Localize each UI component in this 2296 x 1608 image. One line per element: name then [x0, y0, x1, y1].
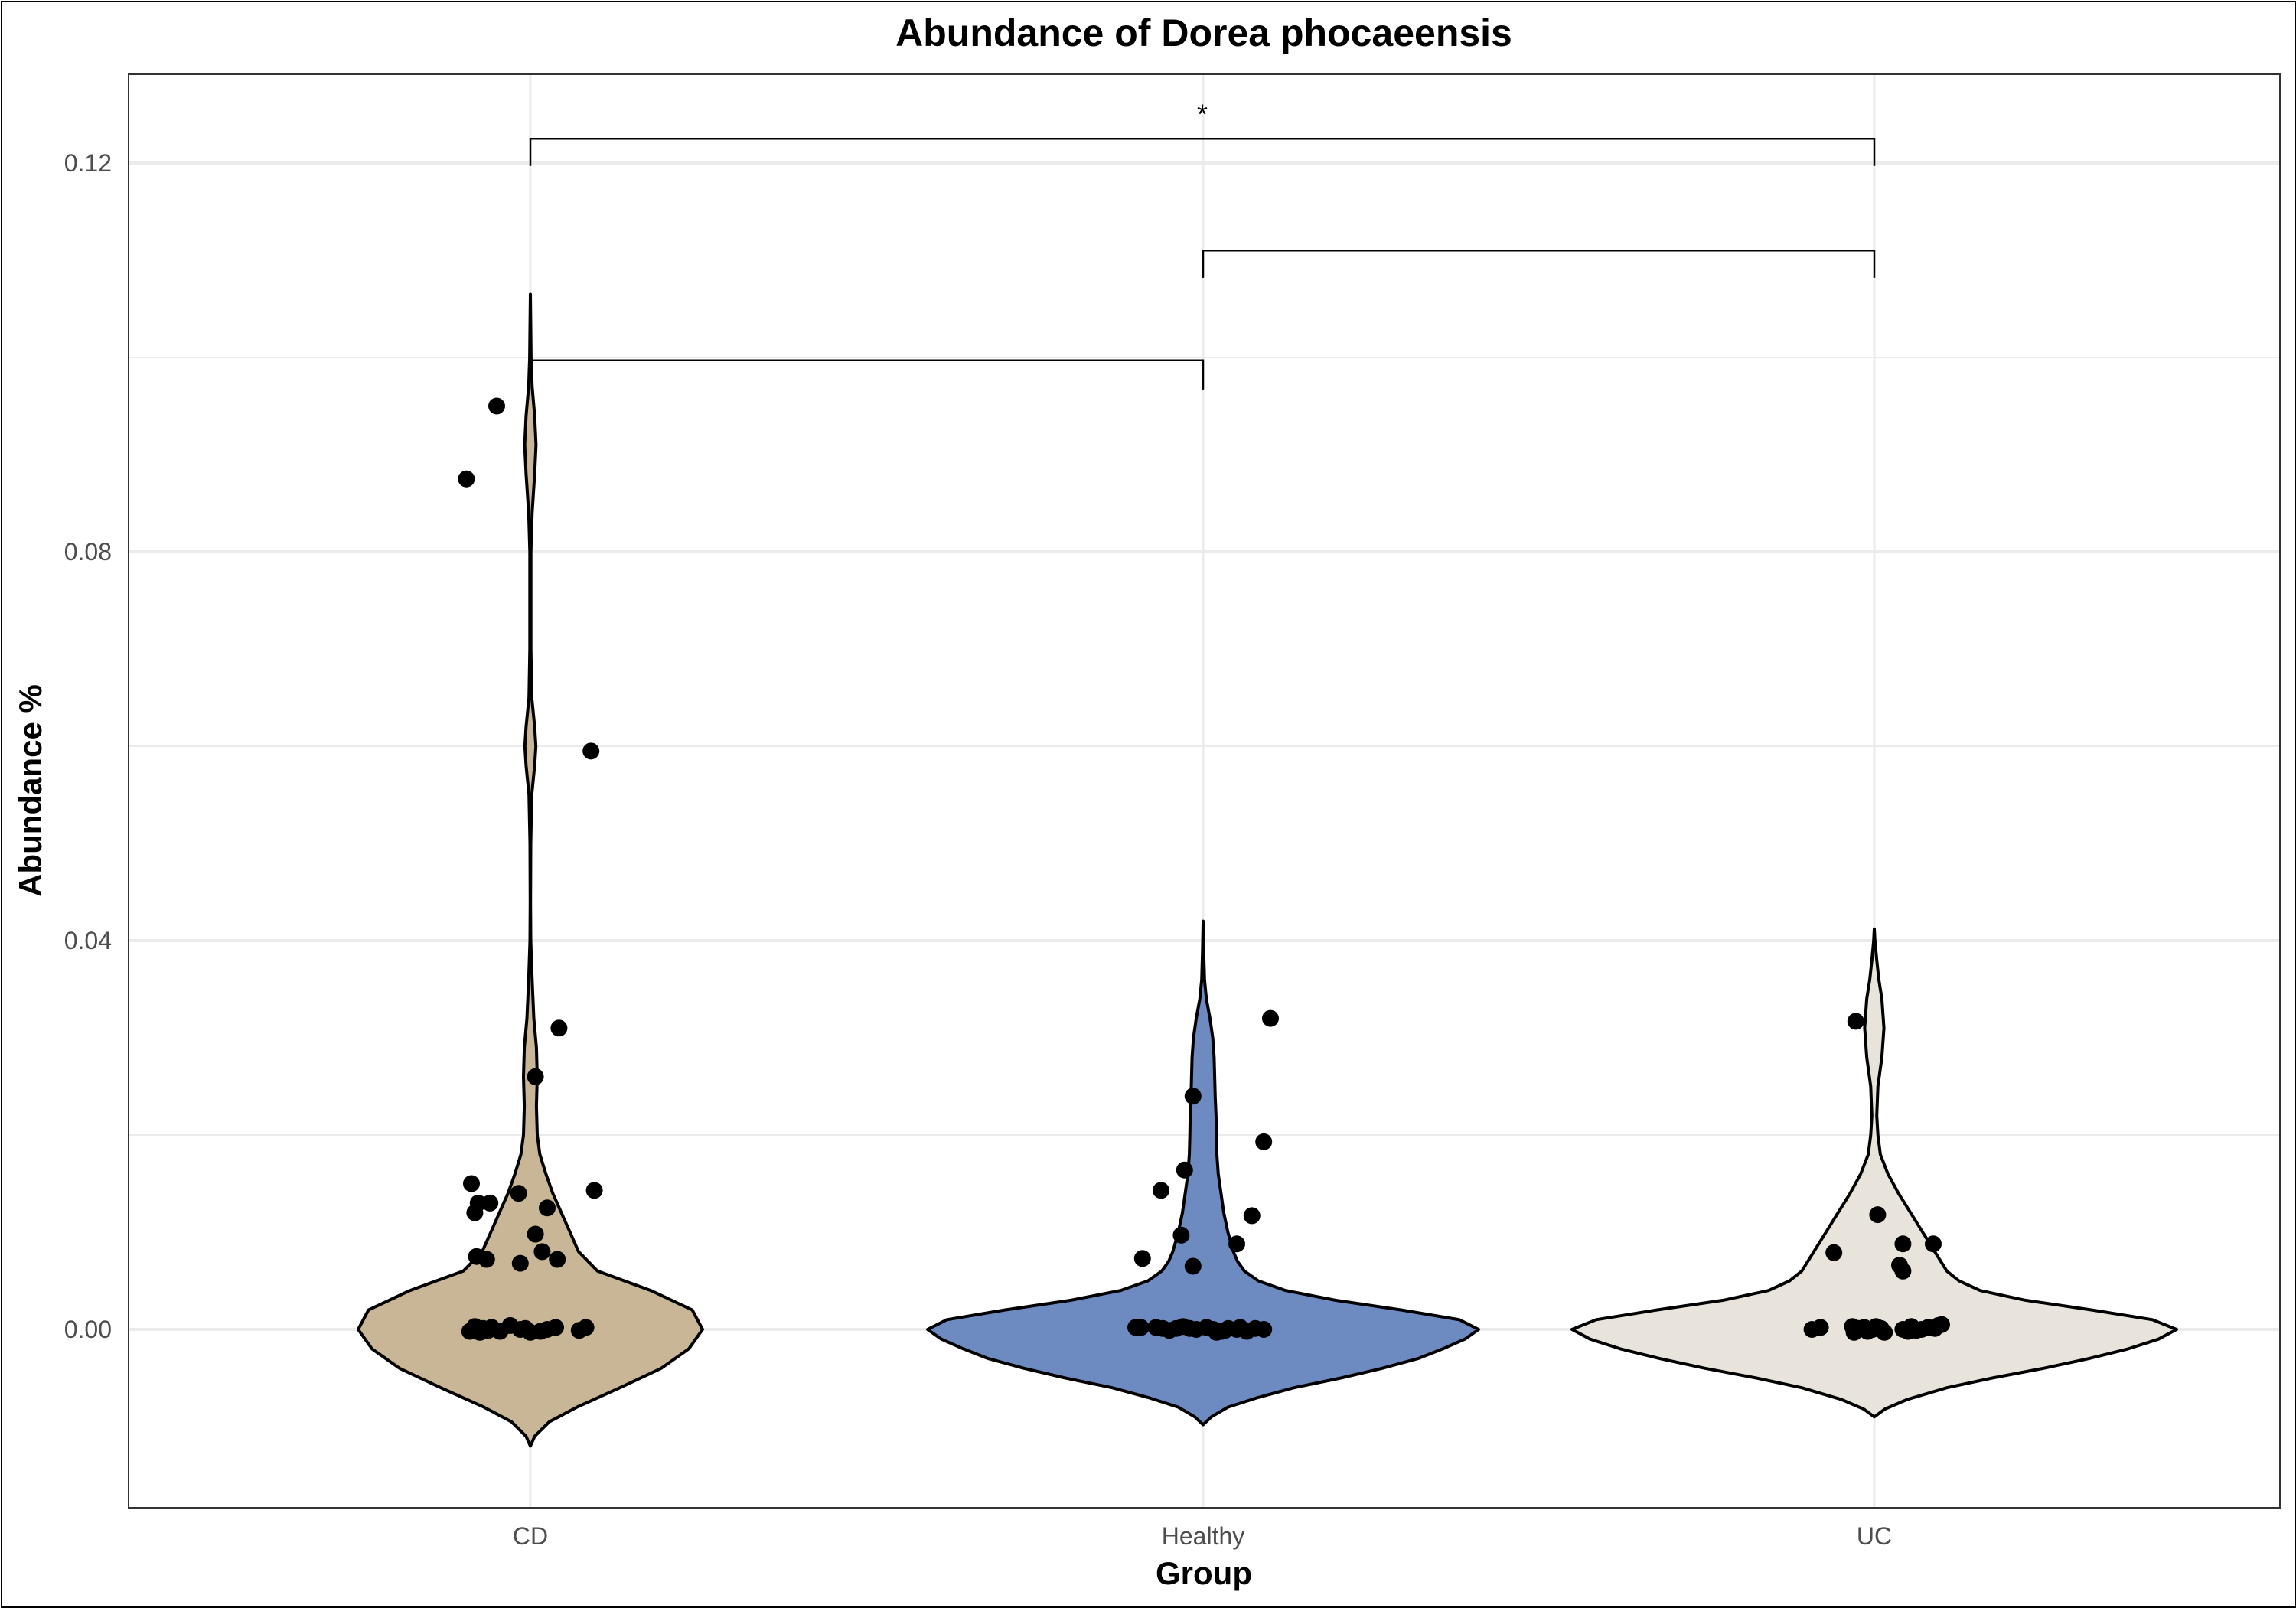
x-axis-title: Group	[1156, 1555, 1252, 1591]
x-tick-labels: CD Healthy UC	[513, 1522, 1892, 1550]
violin-cd	[357, 292, 704, 1448]
data-point-healthy	[1255, 1321, 1273, 1338]
data-point-cd	[539, 1199, 556, 1217]
data-point-cd	[582, 742, 600, 760]
data-point-healthy	[1184, 1088, 1202, 1105]
violin-healthy	[926, 919, 1480, 1427]
significance-bracket	[1202, 250, 1876, 278]
data-point-healthy	[1172, 1226, 1190, 1244]
data-point-healthy	[1262, 1009, 1279, 1027]
y-tick-label: 0.00	[64, 1316, 112, 1343]
data-point-cd	[511, 1254, 529, 1272]
data-point-cd	[533, 1243, 551, 1261]
data-point-uc	[1825, 1244, 1843, 1261]
data-point-uc	[1925, 1235, 1942, 1253]
significance-bracket	[529, 138, 1876, 166]
data-point-cd	[585, 1182, 603, 1199]
data-point-cd	[466, 1204, 484, 1221]
data-point-healthy	[1228, 1235, 1245, 1253]
data-point-healthy	[1243, 1207, 1261, 1225]
data-point-cd	[527, 1068, 544, 1085]
data-point-uc	[1876, 1323, 1893, 1341]
point-layer	[458, 397, 1950, 1341]
violin-layer	[357, 292, 2178, 1448]
data-point-healthy	[1153, 1182, 1169, 1199]
x-tick-label: UC	[1857, 1522, 1892, 1550]
violin-uc	[1570, 927, 2178, 1419]
data-point-cd	[527, 1225, 544, 1243]
data-point-healthy	[1255, 1133, 1273, 1150]
data-point-uc	[1894, 1235, 1912, 1253]
data-point-healthy	[1184, 1257, 1202, 1275]
y-tick-label: 0.04	[64, 927, 112, 954]
significance-bracket	[529, 359, 1205, 390]
panel-border	[128, 73, 2281, 1509]
data-point-healthy	[1216, 1322, 1234, 1339]
data-point-cd	[577, 1319, 595, 1336]
x-tick-label: CD	[513, 1522, 548, 1550]
x-tick-label: Healthy	[1162, 1522, 1245, 1550]
data-point-healthy	[1176, 1161, 1193, 1179]
y-tick-labels: 0.00 0.04 0.08 0.12	[64, 149, 112, 1343]
data-point-healthy	[1231, 1319, 1249, 1336]
y-tick-label: 0.08	[64, 538, 112, 566]
data-point-cd	[510, 1185, 527, 1202]
data-point-uc	[1847, 1013, 1864, 1030]
y-tick-label: 0.12	[64, 149, 112, 177]
data-point-uc	[1812, 1319, 1829, 1336]
data-point-uc	[1869, 1206, 1887, 1224]
data-point-cd	[549, 1251, 566, 1268]
data-point-cd	[481, 1194, 499, 1212]
significance-label: *	[1197, 98, 1208, 129]
chart-title: Abundance of Dorea phocaeensis	[895, 11, 1512, 54]
data-point-cd	[488, 397, 505, 415]
data-point-healthy	[1132, 1319, 1150, 1336]
data-point-cd	[550, 1019, 568, 1037]
data-point-cd	[547, 1319, 564, 1336]
data-point-uc	[1903, 1322, 1920, 1339]
data-point-cd	[478, 1251, 495, 1268]
y-axis-title: Abundance %	[12, 684, 48, 897]
data-point-cd	[458, 470, 475, 488]
data-point-uc	[1894, 1262, 1912, 1280]
data-point-uc	[1933, 1316, 1950, 1333]
data-point-cd	[463, 1175, 480, 1192]
data-point-healthy	[1133, 1250, 1151, 1267]
significance-layer: *	[529, 98, 1876, 390]
